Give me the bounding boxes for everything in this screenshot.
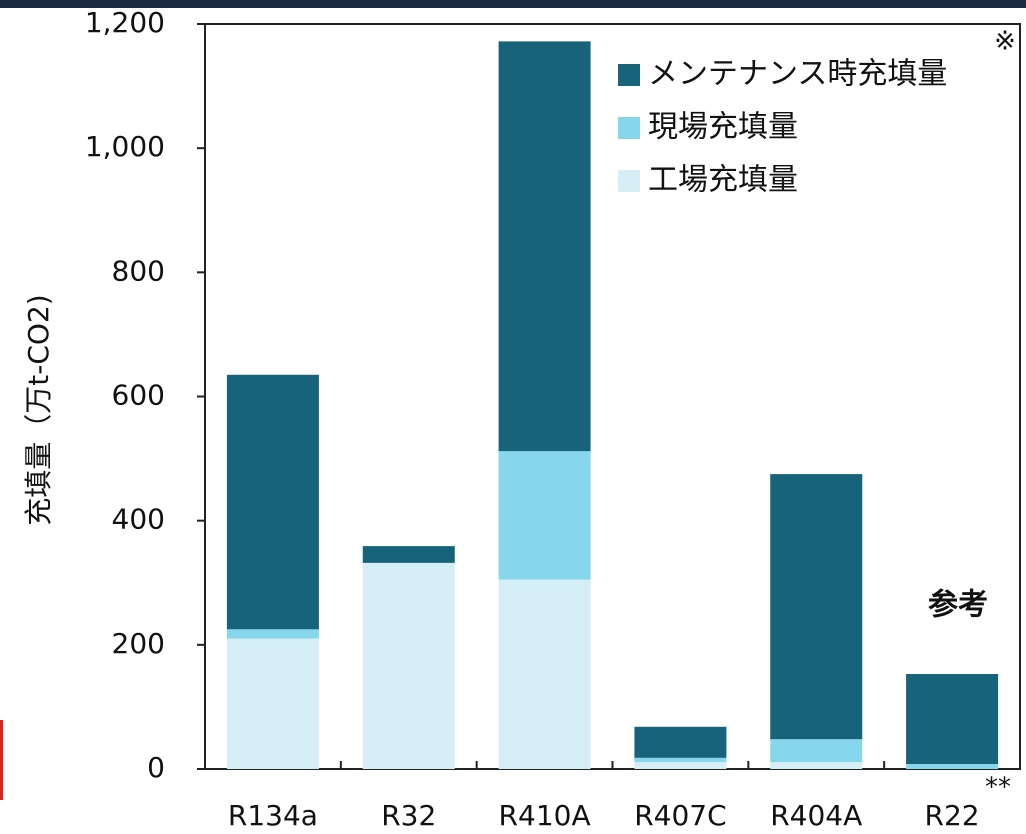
reference-label: 参考 (928, 588, 988, 623)
y-axis-label: 充填量（万t-CO2) (22, 294, 55, 525)
x-tick-label: R134a (228, 799, 318, 832)
legend-label: メンテナンス時充填量 (648, 57, 947, 92)
x-tick-label: R407C (634, 799, 726, 832)
plot-frame (204, 23, 1021, 770)
bar-segment (226, 629, 319, 639)
y-tick-label: 400 (112, 503, 165, 536)
y-tick-label: 200 (112, 627, 165, 660)
bar-segment (498, 41, 591, 452)
bar-segment (498, 451, 591, 580)
y-tick-label: 1,000 (85, 130, 165, 163)
bar-segment (498, 579, 591, 769)
bar-segment (906, 674, 999, 765)
x-tick-label: R404A (770, 799, 862, 832)
bar-segment (770, 739, 863, 763)
bar-segment (634, 762, 727, 769)
legend-label: 現場充填量 (648, 110, 798, 145)
legend-label: 工場充填量 (648, 163, 798, 198)
bar-segment (906, 764, 999, 769)
y-tick-label: 0 (147, 751, 165, 784)
x-tick-label: R410A (499, 799, 591, 832)
bar-segment (362, 546, 455, 563)
note-mark: ※ (994, 27, 1016, 57)
r22-mark: ** (985, 773, 1011, 803)
legend-swatch (618, 170, 640, 192)
legend-swatch (618, 64, 640, 86)
y-tick-label: 1,200 (85, 6, 165, 39)
bar-segment (226, 638, 319, 769)
y-tick-label: 600 (112, 379, 165, 412)
y-tick-label: 800 (112, 254, 165, 287)
bar-segment (634, 726, 727, 758)
bar-segment (770, 762, 863, 769)
bar-segment (634, 757, 727, 763)
top-strip (0, 0, 1026, 8)
bar-segment (770, 474, 863, 740)
bar-segment (362, 562, 455, 769)
x-tick-label: R32 (381, 799, 436, 832)
bar-segment (226, 374, 319, 630)
edge-box (0, 720, 3, 800)
x-tick-label: R22 (925, 799, 980, 832)
legend-swatch (618, 117, 640, 139)
